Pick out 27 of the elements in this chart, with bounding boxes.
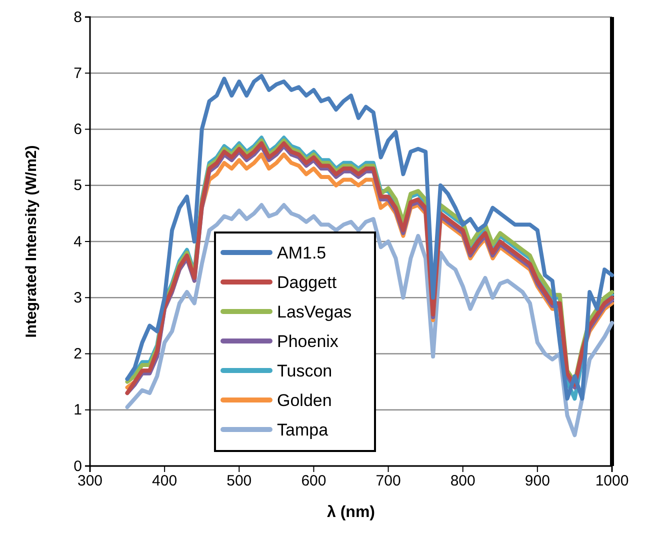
- legend-label: Golden: [277, 391, 332, 410]
- y-tick-label: 6: [74, 121, 82, 138]
- legend-label: LasVegas: [277, 302, 352, 322]
- legend-label: Tuscon: [277, 362, 332, 380]
- x-tick-label: 600: [301, 472, 326, 490]
- x-tick-label: 800: [450, 472, 476, 490]
- legend-label: Tampa: [277, 420, 329, 440]
- y-tick-label: 7: [74, 64, 82, 82]
- x-tick-label: 400: [152, 472, 178, 490]
- x-tick-label: 900: [524, 472, 550, 490]
- y-tick-label: 5: [74, 177, 82, 194]
- x-tick-label: 300: [77, 472, 103, 490]
- y-axis-title: Integrated Intensity (W/m2): [23, 145, 40, 338]
- y-tick-label: 4: [74, 233, 82, 250]
- legend-label: AM1.5: [277, 244, 326, 262]
- x-axis-title: λ (nm): [327, 504, 375, 521]
- x-tick-label: 1000: [595, 472, 629, 490]
- legend-label: Daggett: [277, 273, 337, 292]
- x-tick-label: 500: [226, 472, 252, 490]
- y-tick-label: 2: [74, 346, 82, 363]
- legend-label: Phoenix: [277, 332, 339, 351]
- y-tick-label: 8: [74, 8, 82, 26]
- y-tick-label: 3: [74, 289, 82, 306]
- y-tick-label: 0: [74, 458, 82, 475]
- y-tick-label: 1: [74, 402, 82, 419]
- x-tick-label: 700: [376, 472, 401, 490]
- line-series: [125, 203, 614, 438]
